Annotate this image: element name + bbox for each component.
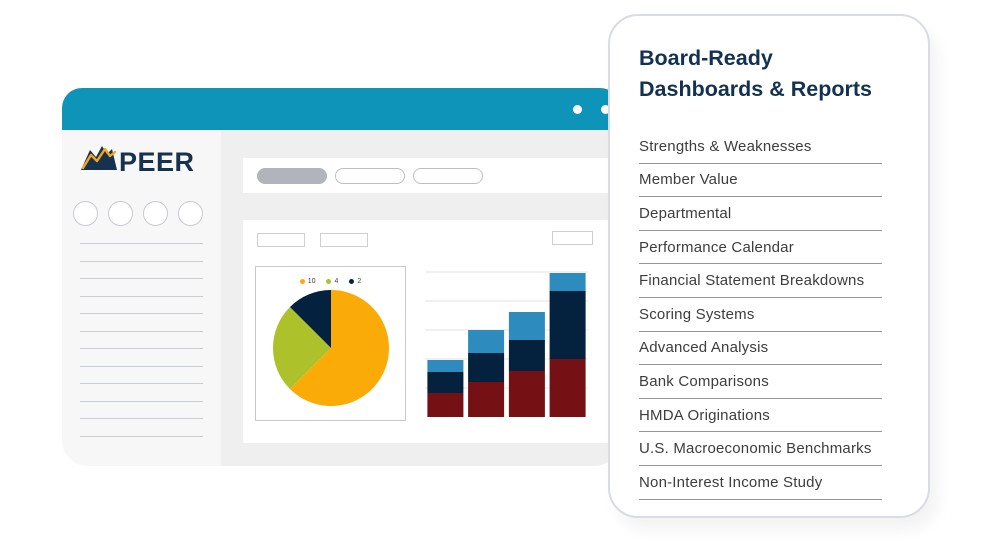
pie-slice	[272, 306, 331, 390]
bar-segment	[549, 273, 586, 291]
sidebar-avatar-circles	[73, 201, 221, 226]
toolbar	[243, 158, 620, 193]
legend-swatch	[299, 279, 305, 284]
bar-segment	[508, 340, 545, 371]
bar-segment	[549, 291, 586, 359]
text-line-placeholder	[80, 295, 203, 297]
legend-item: 2	[349, 278, 361, 285]
list-item[interactable]: Member Value	[639, 164, 882, 198]
legend-swatch	[326, 279, 332, 284]
list-item[interactable]: Scoring Systems	[639, 298, 882, 332]
filter-chip[interactable]	[257, 233, 305, 247]
circle-placeholder	[108, 201, 133, 226]
mountain-trendline-icon	[80, 142, 118, 177]
list-item[interactable]: Bank Comparisons	[639, 365, 882, 399]
sidebar: PEER	[62, 130, 221, 466]
sidebar-placeholder-lines	[80, 243, 203, 437]
window-body: PEER 10 4 2	[62, 130, 620, 466]
text-line-placeholder	[80, 330, 203, 332]
text-line-placeholder	[80, 365, 203, 367]
report-list: Strengths & Weaknesses Member Value Depart…	[639, 130, 882, 500]
text-line-placeholder	[80, 348, 203, 349]
card-title: Board-Ready Dashboards & Reports	[639, 46, 872, 101]
text-line-placeholder	[80, 278, 203, 279]
legend-label: 10	[307, 278, 316, 285]
report-card: Board-Ready Dashboards & Reports Strengt…	[608, 14, 930, 518]
bar-segment	[549, 359, 586, 417]
circle-placeholder	[73, 201, 98, 226]
pie-slice	[289, 289, 389, 407]
text-line-placeholder	[80, 313, 203, 314]
text-line-placeholder	[80, 260, 203, 262]
pie-legend: 10 4 2	[299, 278, 361, 285]
list-item[interactable]: Financial Statement Breakdowns	[639, 264, 882, 298]
bar-segment	[427, 393, 464, 417]
bar-segment	[468, 353, 505, 382]
logo-text: PEER	[119, 147, 195, 177]
window-dot-icon	[601, 105, 610, 114]
bar-segment	[427, 360, 464, 372]
nav-pill[interactable]	[335, 167, 405, 184]
nav-pill[interactable]	[413, 167, 483, 184]
legend-label: 4	[334, 278, 339, 285]
filter-chip[interactable]	[552, 231, 593, 245]
pie-chart	[272, 289, 390, 412]
dashboard-panel: 10 4 2	[243, 220, 620, 443]
main-content: 10 4 2	[221, 130, 620, 466]
text-line-placeholder	[80, 435, 203, 437]
window-dot-icon	[573, 105, 582, 114]
pie-chart-panel: 10 4 2	[255, 266, 406, 421]
legend-item: 4	[326, 278, 338, 285]
circle-placeholder	[143, 201, 168, 226]
legend-label: 2	[357, 278, 362, 285]
stacked-bar-chart	[425, 267, 588, 422]
list-item[interactable]: HMDA Originations	[639, 399, 882, 433]
circle-placeholder	[178, 201, 203, 226]
list-item[interactable]: Departmental	[639, 197, 882, 231]
text-line-placeholder	[80, 383, 203, 384]
logo: PEER	[80, 143, 221, 177]
nav-pill-active[interactable]	[257, 167, 327, 184]
window-titlebar	[62, 88, 620, 130]
list-item[interactable]: Strengths & Weaknesses	[639, 130, 882, 164]
bar-segment	[508, 312, 545, 340]
list-item[interactable]: Non-Interest Income Study	[639, 466, 882, 500]
pie-slice	[289, 289, 331, 348]
text-line-placeholder	[80, 400, 203, 402]
list-item[interactable]: U.S. Macroeconomic Benchmarks	[639, 432, 882, 466]
list-item[interactable]: Performance Calendar	[639, 231, 882, 265]
text-line-placeholder	[80, 243, 203, 244]
list-item[interactable]: Advanced Analysis	[639, 332, 882, 366]
browser-window: PEER 10 4 2	[62, 88, 620, 466]
bar-segment	[508, 371, 545, 417]
bar-segment	[468, 330, 505, 353]
bar-segment	[427, 372, 464, 393]
legend-item: 10	[299, 278, 316, 285]
bar-segment	[468, 382, 505, 417]
legend-swatch	[349, 279, 355, 284]
text-line-placeholder	[80, 418, 203, 419]
filter-chip[interactable]	[320, 233, 368, 247]
